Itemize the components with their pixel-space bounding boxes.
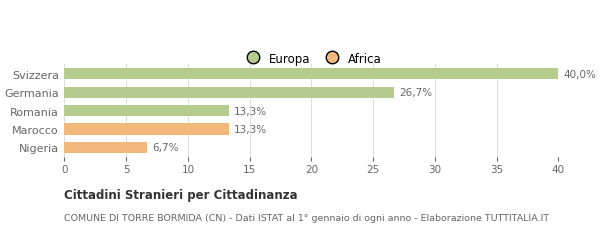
Bar: [64, 87, 394, 98]
Bar: [64, 106, 229, 117]
Legend: Europa, Africa: Europa, Africa: [238, 50, 385, 68]
Text: Cittadini Stranieri per Cittadinanza: Cittadini Stranieri per Cittadinanza: [64, 188, 298, 201]
Text: 13,3%: 13,3%: [233, 125, 267, 134]
Bar: [64, 69, 559, 80]
Text: 6,7%: 6,7%: [152, 143, 179, 153]
Text: 13,3%: 13,3%: [233, 106, 267, 116]
Bar: [64, 124, 229, 135]
Bar: [64, 142, 147, 153]
Text: 26,7%: 26,7%: [399, 88, 432, 98]
Text: 40,0%: 40,0%: [563, 69, 596, 79]
Text: COMUNE DI TORRE BORMIDA (CN) - Dati ISTAT al 1° gennaio di ogni anno - Elaborazi: COMUNE DI TORRE BORMIDA (CN) - Dati ISTA…: [64, 213, 550, 222]
